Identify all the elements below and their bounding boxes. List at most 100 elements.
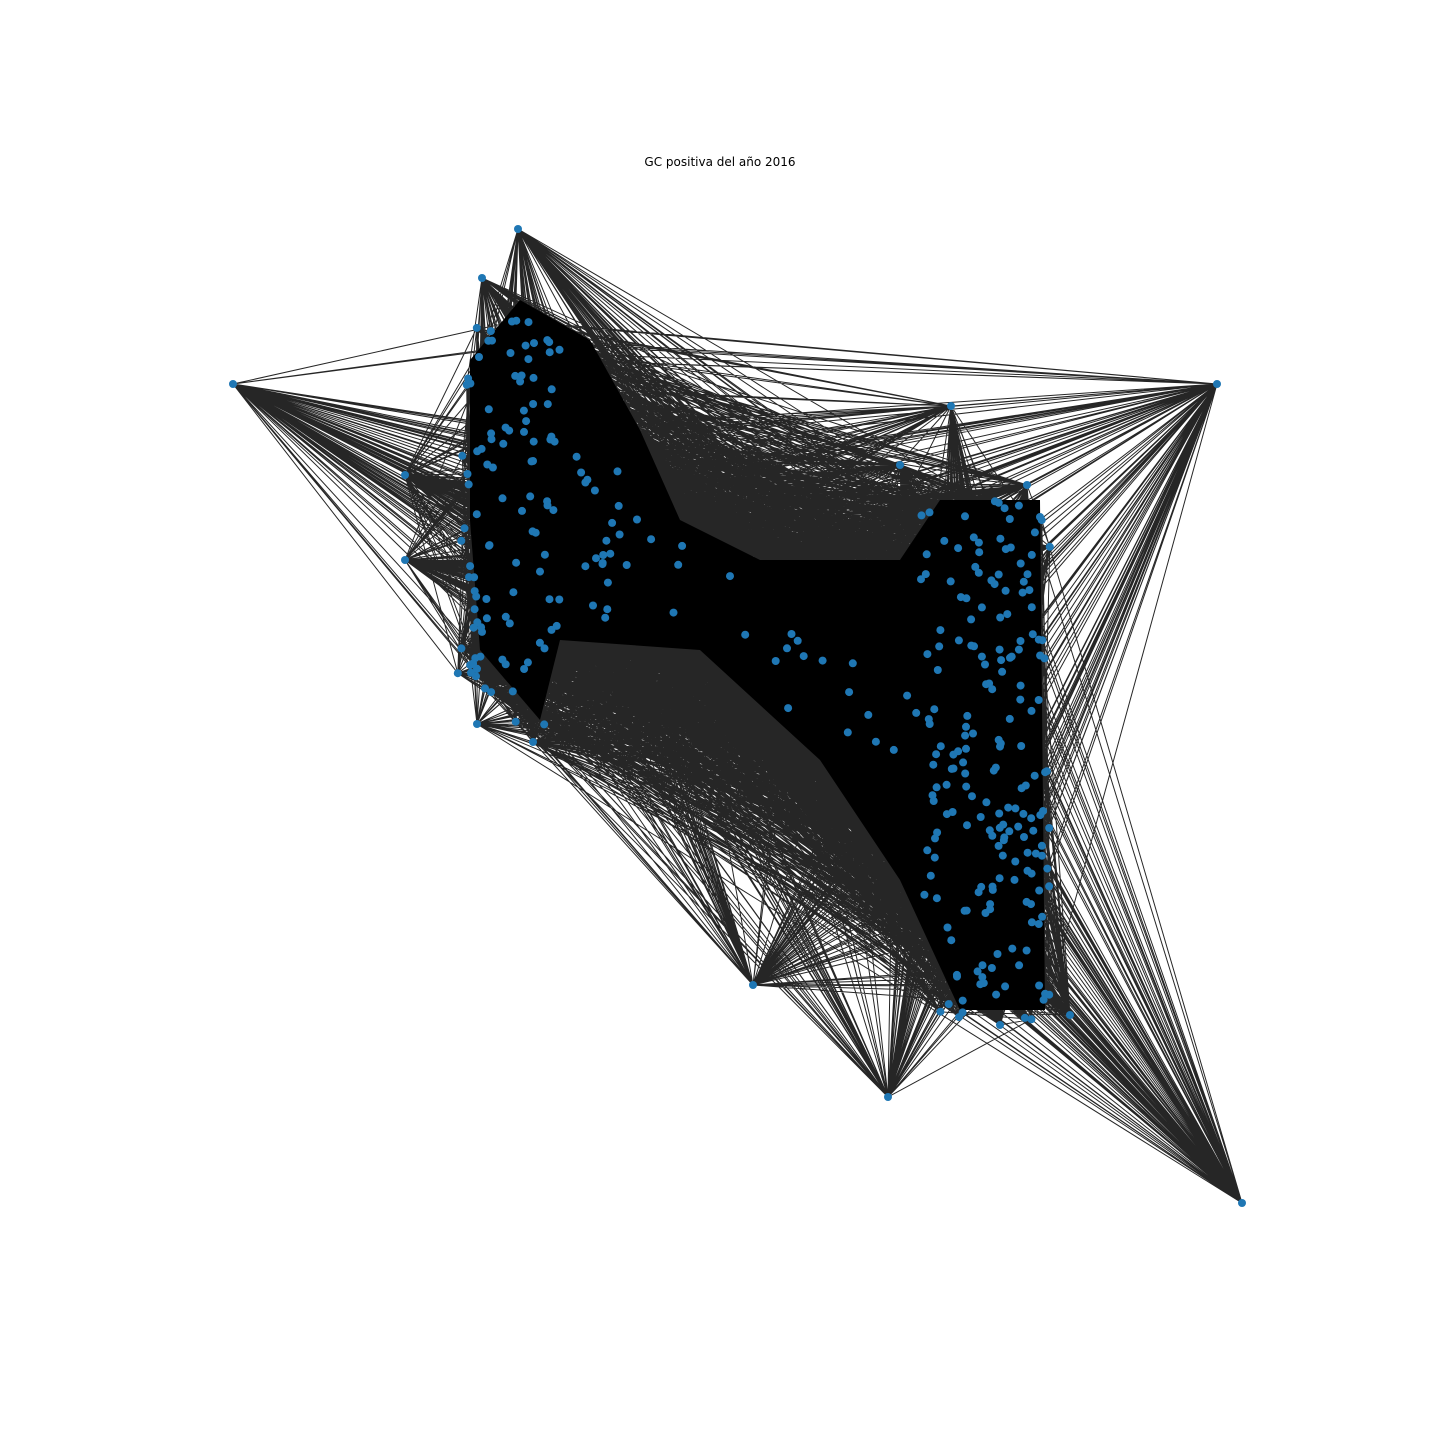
graph-node [529,400,538,408]
graph-node [947,764,956,773]
graph-node [482,595,491,603]
graph-node [1213,380,1221,388]
graph-node [589,601,597,610]
graph-node [845,688,854,697]
graph-node [603,605,612,614]
graph-node [1022,897,1031,906]
graph-node [996,1021,1004,1029]
graph-node [1066,1011,1074,1019]
graph-node [917,575,925,584]
graph-node [521,341,530,350]
graph-node [1001,586,1010,595]
graph-node [962,744,970,753]
graph-node [1038,912,1047,921]
graph-node [1045,882,1054,891]
graph-node [1039,807,1048,815]
graph-node [974,568,983,577]
graph-node [936,626,945,635]
graph-node [988,685,997,694]
graph-node [482,614,491,623]
graph-node [472,592,481,601]
graph-node [540,550,549,559]
graph-node [741,630,750,639]
graph-node [995,809,1004,818]
graph-edges [232,228,1243,1204]
graph-node [473,720,481,728]
graph-node [977,882,986,891]
graph-node [501,612,510,621]
graph-node [990,580,999,589]
graph-node [871,737,880,746]
graph-node [971,562,980,571]
graph-node [989,766,998,775]
graph-node [924,715,933,724]
graph-node [926,871,935,880]
graph-node [453,669,462,678]
graph-node [509,588,518,597]
graph-node [884,1093,892,1101]
graph-node [936,742,945,751]
graph-node [647,535,656,544]
graph-node [592,554,600,563]
graph-node [1020,1013,1029,1022]
graph-node [978,973,987,982]
graph-node [481,684,489,693]
graph-node [517,371,526,380]
graph-node [1027,706,1036,715]
graph-node [508,687,517,696]
graph-node [615,530,624,539]
graph-node [674,560,683,569]
graph-node [992,990,1001,999]
graph-node [475,353,483,361]
graph-node [516,377,525,386]
graph-node [976,980,985,989]
graph-node [962,782,971,791]
graph-node [998,667,1007,676]
graph-node [943,923,952,932]
graph-node [463,470,472,478]
graph-node [955,1013,963,1022]
graph-node [460,524,469,533]
graph-node [529,738,537,746]
graph-node [1003,610,1012,619]
graph-node [1014,645,1023,654]
graph-node [988,831,997,840]
graph-node [995,645,1004,654]
graph-node [555,345,564,354]
graph-node [818,656,827,665]
graph-node [954,544,963,553]
graph-node [458,451,467,460]
graph-node [961,512,969,521]
graph-node [498,494,507,503]
graph-node [1016,695,1025,704]
graph-node [1027,814,1036,823]
graph-node [512,558,521,567]
graph-node [935,642,944,651]
graph-node [1035,886,1044,895]
graph-node [976,813,985,821]
graph-node [1035,981,1044,990]
graph-node [930,853,939,862]
graph-node [942,780,951,789]
graph-node [1004,803,1013,812]
graph-node [936,1007,945,1016]
graph-node [514,225,522,233]
graph-node [529,437,538,446]
graph-node [1011,857,1020,866]
graph-node [1042,767,1051,776]
graph-node [944,1000,953,1009]
graph-node [962,722,970,731]
graph-node [590,486,599,495]
graph-node [975,548,984,557]
graph-node [1015,961,1024,970]
graph-node [994,841,1003,850]
graph-node [467,668,475,677]
graph-node [990,497,999,506]
graph-node [457,644,466,653]
graph-node [540,720,549,729]
graph-node [547,625,556,634]
graph-node [473,447,482,456]
graph-node [948,808,957,816]
graph-node [1037,516,1046,525]
graph-node [928,791,937,800]
